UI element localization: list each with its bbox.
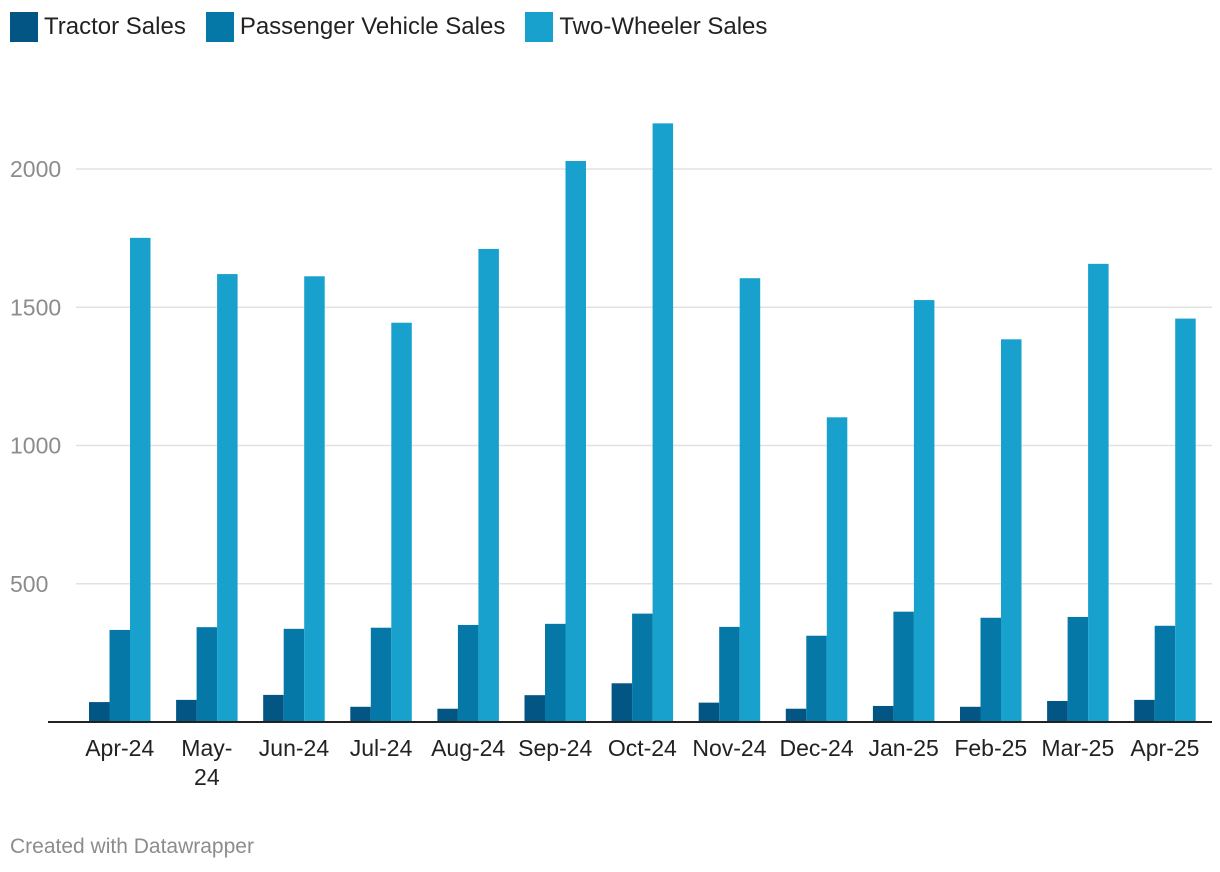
bar-two-wheeler-sales-aug-24	[478, 248, 499, 722]
bar-passenger-vehicle-sales-mar-25	[1067, 616, 1089, 722]
bar-two-wheeler-sales-oct-24	[652, 123, 674, 722]
x-tick-label-feb-25: Feb-25	[954, 735, 1027, 761]
x-tick-label-apr-25: Apr-25	[1130, 735, 1199, 761]
x-tick-label-nov-24: Nov-24	[692, 735, 766, 761]
bar-two-wheeler-sales-mar-25	[1088, 263, 1109, 722]
bar-two-wheeler-sales-apr-25	[1175, 318, 1196, 722]
x-tick-label-jan-25: Jan-25	[868, 735, 938, 761]
chart-legend: Tractor Sales Passenger Vehicle Sales Tw…	[10, 12, 767, 42]
legend-swatch-tractor	[10, 12, 38, 42]
bar-tractor-sales-apr-25	[1134, 699, 1155, 722]
bar-two-wheeler-sales-jun-24	[304, 276, 325, 722]
x-tick-label-dec-24: Dec-24	[779, 735, 853, 761]
bar-passenger-vehicle-sales-sep-24	[545, 623, 566, 722]
x-tick-label-jul-24: Jul-24	[350, 735, 413, 761]
legend-item-two-wheeler: Two-Wheeler Sales	[525, 12, 767, 42]
y-tick-label-2000: 2000	[10, 156, 61, 182]
bar-two-wheeler-sales-nov-24	[739, 278, 761, 722]
bar-tractor-sales-dec-24	[785, 708, 807, 722]
legend-swatch-passenger	[205, 12, 234, 42]
bar-tractor-sales-mar-25	[1047, 700, 1068, 722]
bar-tractor-sales-nov-24	[698, 702, 720, 722]
y-tick-label-500: 500	[10, 571, 48, 597]
bar-tractor-sales-aug-24	[437, 708, 458, 722]
legend-label-passenger: Passenger Vehicle Sales	[239, 13, 506, 40]
x-tick-label-jun-24: Jun-24	[259, 735, 330, 761]
legend-item-tractor: Tractor Sales	[10, 12, 186, 42]
footer-credit: Created with Datawrapper	[10, 835, 254, 858]
bar-two-wheeler-sales-jul-24	[391, 322, 412, 722]
bar-two-wheeler-sales-dec-24	[826, 417, 848, 722]
bar-two-wheeler-sales-feb-25	[1001, 339, 1022, 722]
bar-passenger-vehicle-sales-may-24	[196, 627, 218, 722]
x-tick-label-mar-25: Mar-25	[1041, 735, 1114, 761]
legend-label-tractor: Tractor Sales	[44, 13, 186, 40]
bar-two-wheeler-sales-may-24	[217, 274, 238, 722]
y-tick-label-1500: 1500	[10, 294, 61, 320]
bar-two-wheeler-sales-sep-24	[565, 160, 586, 722]
y-tick-label-1000: 1000	[10, 433, 61, 459]
bar-passenger-vehicle-sales-oct-24	[632, 613, 653, 722]
bar-passenger-vehicle-sales-aug-24	[457, 624, 479, 722]
bar-passenger-vehicle-sales-jul-24	[370, 627, 392, 722]
bar-passenger-vehicle-sales-dec-24	[806, 635, 827, 722]
x-tick-label-may-24: May-24	[181, 735, 232, 790]
bar-two-wheeler-sales-jan-25	[913, 300, 935, 722]
bar-passenger-vehicle-sales-nov-24	[719, 626, 740, 722]
bar-passenger-vehicle-sales-jun-24	[283, 628, 305, 722]
bar-tractor-sales-may-24	[176, 699, 197, 722]
bar-tractor-sales-jun-24	[263, 694, 284, 722]
bar-tractor-sales-oct-24	[611, 683, 633, 722]
bar-passenger-vehicle-sales-feb-25	[980, 617, 1001, 722]
legend-label-two-wheeler: Two-Wheeler Sales	[559, 13, 768, 40]
legend-swatch-two-wheeler	[525, 12, 554, 42]
bar-passenger-vehicle-sales-apr-24	[109, 629, 130, 722]
bar-tractor-sales-feb-25	[960, 706, 981, 722]
bar-passenger-vehicle-sales-apr-25	[1154, 625, 1176, 722]
x-tick-label-apr-24: Apr-24	[85, 735, 154, 761]
x-tick-label-aug-24: Aug-24	[431, 735, 505, 761]
bar-tractor-sales-jul-24	[350, 706, 371, 722]
bar-tractor-sales-sep-24	[524, 695, 545, 722]
bar-two-wheeler-sales-apr-24	[130, 237, 151, 722]
legend-item-passenger: Passenger Vehicle Sales	[205, 12, 506, 42]
bar-tractor-sales-jan-25	[872, 705, 894, 722]
x-tick-label-sep-24: Sep-24	[518, 735, 592, 761]
bar-passenger-vehicle-sales-jan-25	[893, 611, 914, 722]
bar-tractor-sales-apr-24	[89, 702, 110, 722]
x-tick-label-oct-24: Oct-24	[608, 735, 677, 761]
